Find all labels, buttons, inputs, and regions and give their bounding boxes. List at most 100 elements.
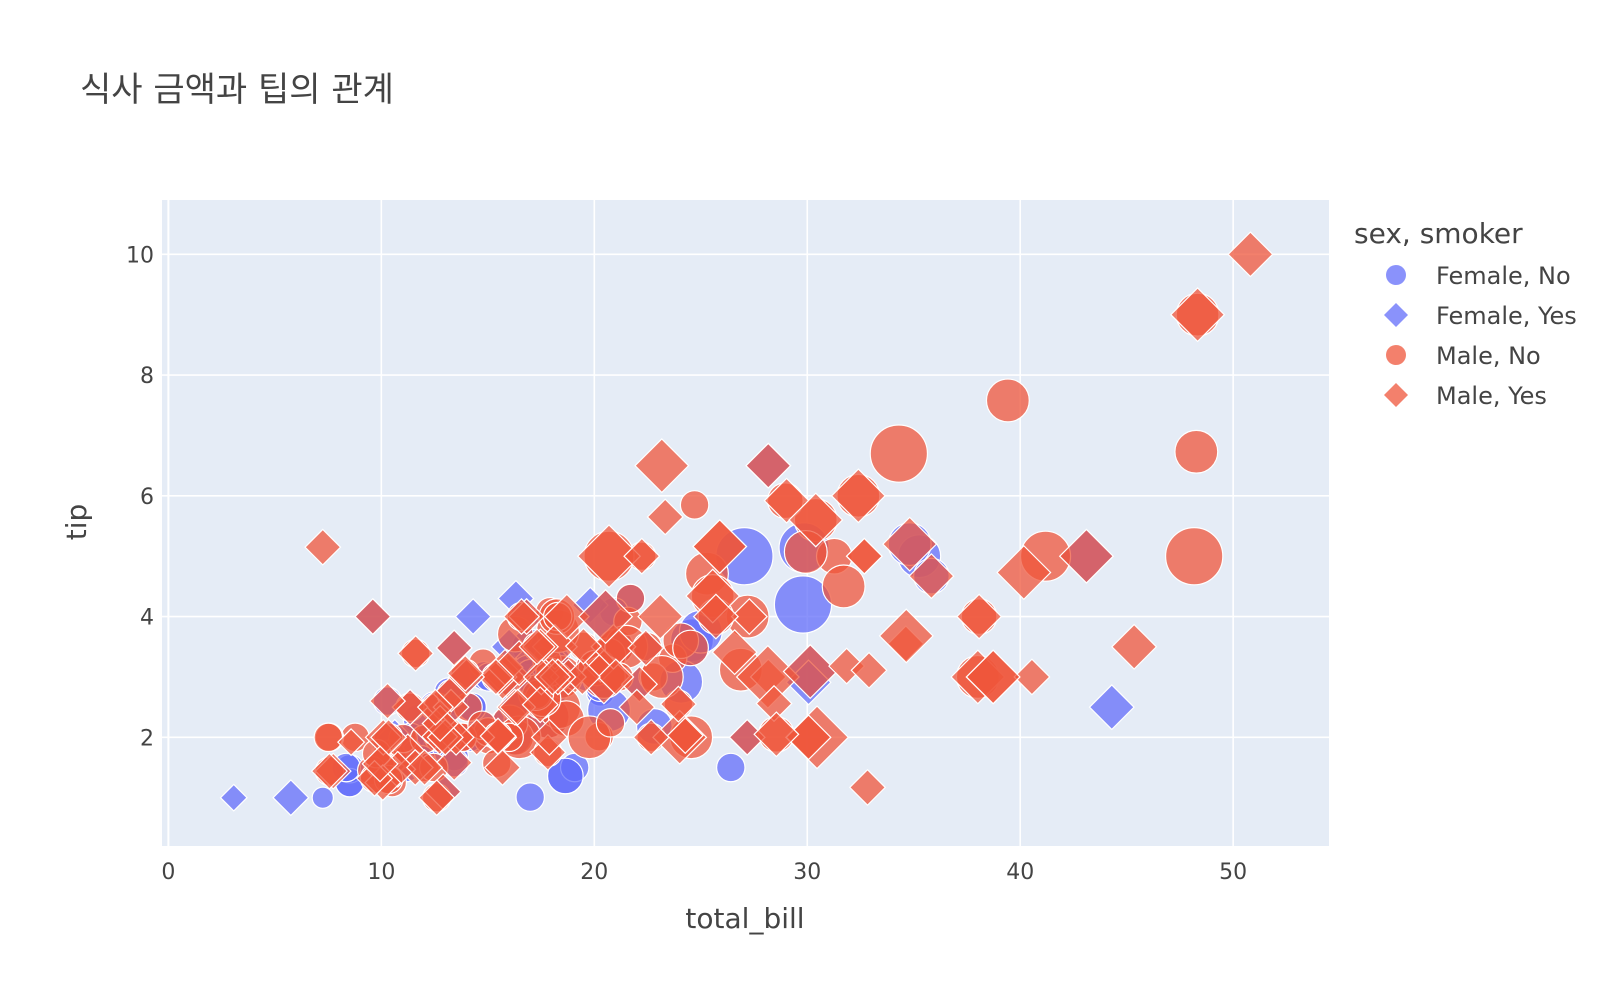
data-point-diamond <box>483 748 522 787</box>
data-point-diamond <box>337 728 366 757</box>
chart-title: 식사 금액과 팁의 관계 <box>80 70 394 110</box>
data-point-diamond <box>618 688 656 726</box>
data-point-circle <box>679 490 710 520</box>
x-axis-title: total_bill <box>685 902 804 935</box>
x-tick-label: 10 <box>367 860 395 885</box>
data-point-diamond <box>354 597 392 636</box>
data-point-diamond <box>530 718 568 756</box>
x-tick-label: 40 <box>1006 860 1034 885</box>
data-point-circle <box>615 583 646 614</box>
legend-item: Female, No <box>1386 262 1571 290</box>
data-point-diamond <box>502 597 541 636</box>
data-point-circle <box>515 782 546 812</box>
legend-label: Male, Yes <box>1436 382 1547 410</box>
data-point-diamond <box>272 779 310 817</box>
data-point-diamond <box>659 685 698 723</box>
y-axis-title: tip <box>60 504 93 541</box>
data-point-diamond <box>361 745 399 783</box>
markers <box>219 231 1274 817</box>
data-point-diamond <box>666 716 704 755</box>
data-point-diamond <box>745 442 792 489</box>
data-point-circle <box>595 708 626 738</box>
data-point-diamond <box>518 628 556 666</box>
data-point-diamond <box>882 516 938 572</box>
data-point-diamond <box>454 597 492 636</box>
x-tick-label: 20 <box>580 860 608 885</box>
data-point-diamond <box>479 717 517 755</box>
data-point-diamond <box>850 651 888 689</box>
legend-label: Female, No <box>1436 262 1571 290</box>
data-point-diamond <box>623 537 661 575</box>
x-tick-label: 50 <box>1219 860 1247 885</box>
data-point-diamond <box>405 748 444 787</box>
data-point-diamond <box>304 528 342 566</box>
data-point-circle <box>1174 429 1219 474</box>
legend-label: Female, Yes <box>1436 302 1577 330</box>
data-point-diamond <box>646 498 684 536</box>
data-point-diamond <box>908 553 955 600</box>
data-point-diamond <box>577 588 634 645</box>
data-point-diamond <box>416 688 455 726</box>
data-point-diamond <box>996 544 1052 601</box>
data-point-diamond <box>533 658 572 696</box>
legend-label: Male, No <box>1436 342 1541 370</box>
tick-labels: 0 10 20 30 40 50 2 4 6 8 10 <box>126 243 1247 885</box>
data-point-diamond <box>788 492 844 548</box>
legend-title: sex, smoker <box>1354 217 1523 250</box>
data-point-circle <box>546 757 584 795</box>
legend-marker-diamond <box>1384 303 1408 327</box>
data-point-diamond <box>692 593 739 640</box>
data-point-circle <box>821 564 866 609</box>
legend-marker-circle <box>1386 345 1406 365</box>
data-point-diamond <box>521 686 559 724</box>
data-point-diamond <box>692 518 748 575</box>
data-point-circle <box>311 786 334 809</box>
data-point-diamond <box>1058 528 1115 584</box>
data-point-diamond <box>477 658 515 696</box>
data-point-diamond <box>397 634 435 673</box>
x-tick-label: 30 <box>793 860 821 885</box>
data-point-diamond <box>845 537 883 575</box>
data-point-circle <box>869 424 929 483</box>
data-point-circle <box>672 629 709 667</box>
data-point-diamond <box>711 629 758 676</box>
data-point-diamond <box>1111 623 1158 670</box>
legend-item: Male, No <box>1386 342 1541 370</box>
data-point-diamond <box>310 752 348 790</box>
data-point-diamond <box>1227 231 1274 278</box>
data-point-diamond <box>597 658 635 696</box>
data-point-diamond <box>848 768 887 807</box>
data-point-diamond <box>1013 658 1051 696</box>
data-point-diamond <box>543 593 590 640</box>
data-point-diamond <box>627 629 665 667</box>
data-point-diamond <box>782 643 838 700</box>
data-point-diamond <box>576 524 642 589</box>
data-point-diamond <box>446 654 484 692</box>
y-tick-label: 2 <box>140 726 154 751</box>
data-point-circle <box>716 752 746 783</box>
data-point-circle <box>1164 527 1224 586</box>
data-point-circle <box>985 378 1030 423</box>
y-tick-label: 4 <box>140 606 154 631</box>
data-point-diamond <box>753 711 800 758</box>
data-point-diamond <box>219 783 248 812</box>
data-point-diamond <box>637 593 684 640</box>
data-point-diamond <box>763 477 810 524</box>
y-tick-label: 10 <box>126 243 154 268</box>
legend-item: Male, Yes <box>1384 382 1547 410</box>
data-point-diamond <box>965 649 1021 705</box>
data-point-diamond <box>730 597 768 636</box>
data-point-diamond <box>1170 287 1226 343</box>
data-point-diamond <box>368 682 407 720</box>
data-point-circle <box>313 722 344 753</box>
series-male-yes <box>304 231 1274 817</box>
legend-marker-diamond <box>1384 383 1408 407</box>
legend-item: Female, Yes <box>1384 302 1577 330</box>
data-point-diamond <box>435 629 473 667</box>
data-point-diamond <box>878 608 934 664</box>
data-point-diamond <box>634 438 690 494</box>
data-point-diamond <box>956 593 1003 640</box>
legend: sex, smoker Female, No Female, Yes Male, N… <box>1354 217 1577 410</box>
data-point-diamond <box>1088 684 1135 731</box>
